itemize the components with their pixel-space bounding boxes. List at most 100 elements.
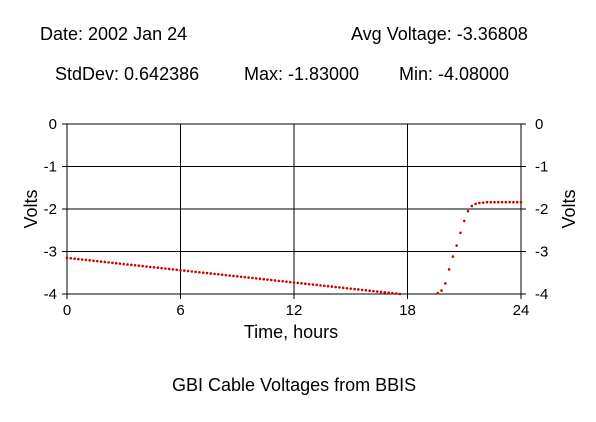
data-point <box>515 200 519 204</box>
data-point <box>292 281 296 284</box>
data-point <box>73 257 76 260</box>
min-label: Min: -4.08000 <box>399 64 510 84</box>
data-point <box>326 284 330 288</box>
x-tick-label: 18 <box>399 302 416 319</box>
data-point <box>436 291 440 295</box>
data-point <box>304 282 307 286</box>
data-point <box>84 258 88 262</box>
stddev-label: StdDev: 0.642386 <box>55 64 200 84</box>
data-point <box>311 283 315 286</box>
avg-voltage-label: Avg Voltage: -3.36808 <box>351 24 528 44</box>
data-point <box>190 270 194 273</box>
data-point <box>470 204 474 208</box>
data-point <box>247 276 250 279</box>
data-point <box>156 266 160 270</box>
data-point <box>186 269 190 273</box>
data-point <box>258 277 262 281</box>
data-point <box>114 261 118 265</box>
data-point <box>141 264 144 268</box>
data-point <box>182 269 186 272</box>
data-point <box>175 268 179 272</box>
y-tick-label-left: -4 <box>44 286 57 303</box>
y-tick-label-right: -3 <box>535 244 548 261</box>
data-point <box>364 289 368 292</box>
data-point <box>478 201 481 205</box>
data-point <box>368 289 371 293</box>
data-point <box>213 272 216 276</box>
data-point <box>122 262 126 266</box>
data-point <box>270 278 273 282</box>
data-point <box>444 282 447 285</box>
data-point <box>466 209 470 213</box>
y-tick-label-right: -4 <box>535 286 548 303</box>
data-point <box>345 286 349 290</box>
max-label: Max: -1.83000 <box>244 64 360 84</box>
data-point <box>228 274 231 277</box>
data-point <box>95 259 99 263</box>
data-point <box>307 282 311 286</box>
data-point <box>334 285 337 289</box>
data-point <box>357 288 360 291</box>
date-label: Date: 2002 Jan 24 <box>40 24 188 44</box>
data-point <box>481 201 485 204</box>
data-point <box>77 257 80 261</box>
data-point <box>160 266 163 270</box>
data-point <box>224 273 228 277</box>
y-tick-label-left: -1 <box>44 159 57 176</box>
data-point <box>171 268 175 271</box>
data-point <box>372 289 375 293</box>
data-point <box>65 256 69 260</box>
data-point <box>281 279 284 283</box>
x-tick-label: 0 <box>63 302 71 319</box>
data-point <box>179 268 182 272</box>
data-point <box>512 200 515 204</box>
data-point <box>69 256 73 260</box>
data-point <box>126 263 129 266</box>
data-point <box>201 271 205 274</box>
data-point <box>338 286 341 289</box>
data-point <box>133 263 137 267</box>
data-point <box>455 244 458 247</box>
data-point <box>398 292 402 296</box>
data-point <box>353 287 356 291</box>
data-point <box>500 200 504 204</box>
data-point <box>198 270 201 274</box>
data-point <box>485 200 489 204</box>
data-point <box>474 202 477 206</box>
data-point <box>296 281 300 285</box>
data-point <box>232 274 235 278</box>
y-tick-label-right: -1 <box>535 159 548 176</box>
data-point <box>205 271 209 275</box>
data-point <box>330 285 334 288</box>
y-tick-label-left: -3 <box>44 244 57 261</box>
data-point <box>164 267 167 270</box>
x-tick-label: 6 <box>176 302 184 319</box>
data-point <box>262 277 266 281</box>
data-point <box>379 290 383 294</box>
x-axis-title: Time, hours <box>244 322 338 342</box>
y-tick-label-right: 0 <box>535 116 543 133</box>
data-point <box>92 259 95 263</box>
data-point <box>383 291 387 294</box>
data-point <box>235 275 239 278</box>
data-point <box>137 264 141 267</box>
y-axis-title-right: Volts <box>559 189 579 228</box>
data-point <box>375 290 379 293</box>
x-tick-label: 24 <box>513 302 530 319</box>
data-point <box>152 266 156 269</box>
data-point <box>300 282 303 285</box>
data-point <box>349 287 353 290</box>
data-point <box>451 255 455 258</box>
data-point <box>319 284 322 287</box>
data-point <box>103 260 107 264</box>
data-point <box>387 291 390 295</box>
data-point <box>459 231 462 235</box>
data-point <box>493 200 496 204</box>
x-tick-label: 12 <box>286 302 303 319</box>
data-point <box>394 292 398 295</box>
data-point <box>519 200 523 204</box>
chart-caption: GBI Cable Voltages from BBIS <box>172 375 417 395</box>
data-point <box>80 258 84 261</box>
data-point <box>88 259 91 262</box>
data-point <box>217 272 220 276</box>
